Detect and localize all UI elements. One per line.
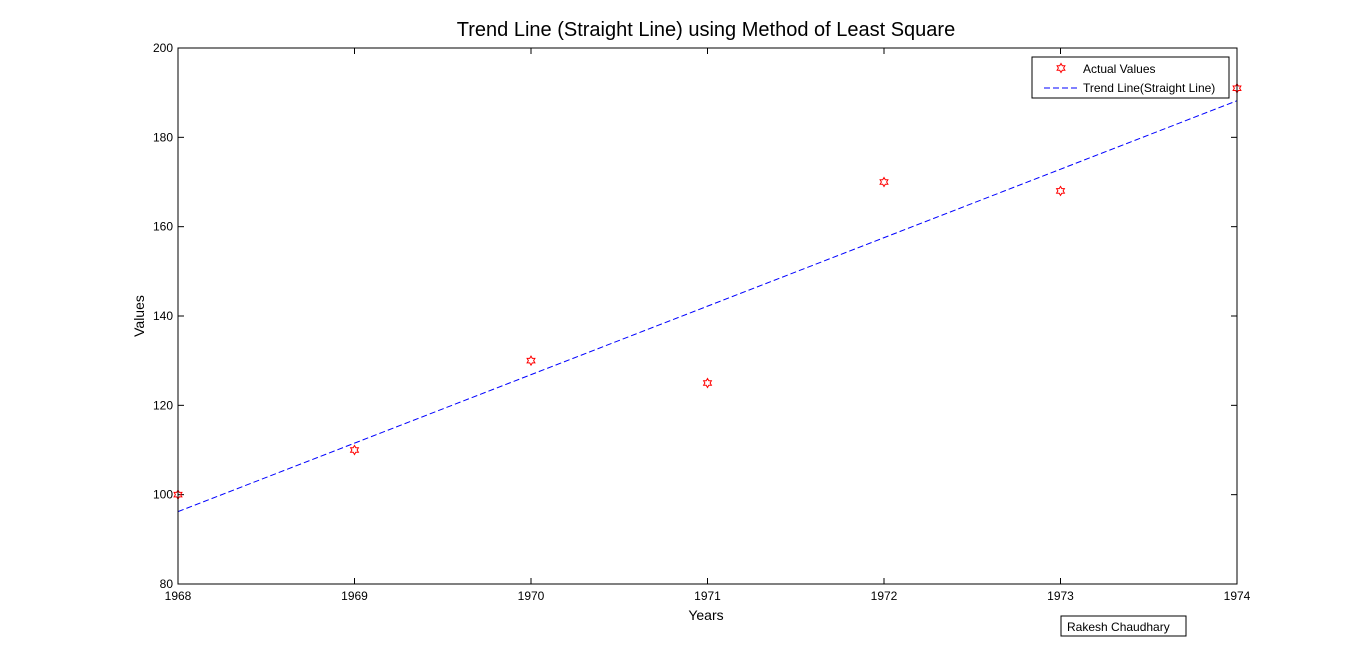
trend-line [177, 100, 1238, 513]
y-tick-label: 180 [153, 130, 173, 144]
plot-area [178, 48, 1237, 584]
actual-value-point [879, 176, 889, 188]
legend-entry-actual-values-label: Actual Values [1083, 62, 1156, 76]
y-axis-label: Values [131, 295, 147, 337]
legend-entry-actual-values-marker [1056, 62, 1066, 74]
legend: Actual Values Trend Line(Straight Line) [1031, 56, 1230, 99]
series-layer [173, 82, 1242, 513]
x-tick-label: 1974 [1224, 589, 1251, 603]
x-tick-label: 1973 [1047, 589, 1074, 603]
x-tick-label: 1971 [694, 589, 721, 603]
chart-title: Trend Line (Straight Line) using Method … [457, 19, 955, 41]
x-tick-label: 1970 [518, 589, 545, 603]
actual-value-point [349, 444, 360, 456]
legend-box [1031, 56, 1230, 99]
x-tick-label: 1968 [165, 589, 192, 603]
legend-entry-trend-line-label: Trend Line(Straight Line) [1083, 81, 1215, 95]
x-tick-label: 1972 [871, 589, 898, 603]
x-axis-ticks: 1968 1969 1970 1971 1972 1973 1974 [165, 48, 1251, 603]
x-tick-label: 1969 [341, 589, 368, 603]
y-tick-label: 80 [160, 577, 174, 591]
plot-frame [177, 47, 1238, 585]
author-annotation-text: Rakesh Chaudhary [1067, 620, 1170, 634]
y-tick-label: 100 [153, 488, 173, 502]
actual-value-point [702, 377, 713, 389]
author-annotation: Rakesh Chaudhary [1060, 615, 1187, 637]
x-axis-label: Years [688, 607, 723, 623]
y-tick-label: 160 [153, 220, 173, 234]
y-axis-ticks: 80 100 120 140 160 180 200 [153, 41, 1237, 591]
legend-hexagram-marker [1056, 62, 1066, 74]
y-tick-label: 140 [153, 309, 173, 323]
actual-value-point [526, 355, 536, 367]
actual-value-point [1055, 185, 1066, 197]
y-tick-label: 200 [153, 41, 173, 55]
y-tick-label: 120 [153, 398, 173, 412]
author-annotation-box [1060, 615, 1187, 637]
